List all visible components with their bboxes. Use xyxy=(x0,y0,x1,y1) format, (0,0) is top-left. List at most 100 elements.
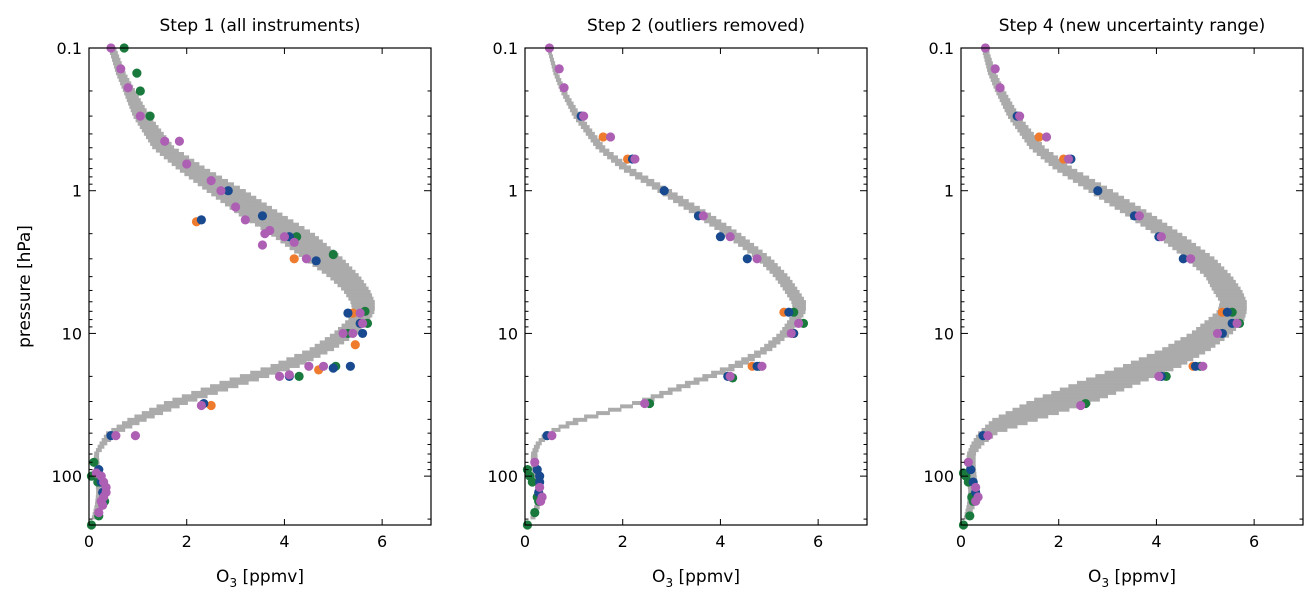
band-segment xyxy=(651,185,667,190)
x-tick-label: 2 xyxy=(1054,532,1064,551)
band-segment xyxy=(1135,219,1163,224)
uncertainty-band xyxy=(963,47,1247,520)
band-segment xyxy=(350,300,375,305)
band-segment xyxy=(550,61,556,66)
data-point-purple xyxy=(640,398,650,409)
band-segment xyxy=(112,61,122,66)
band-segment xyxy=(280,239,323,244)
band-segment xyxy=(635,175,649,180)
band-segment xyxy=(714,226,732,231)
data-point-purple xyxy=(971,496,981,506)
band-segment xyxy=(793,310,806,315)
band-segment xyxy=(784,323,797,328)
band-segment xyxy=(1006,111,1019,116)
band-segment xyxy=(1211,286,1241,291)
band-segment xyxy=(763,263,778,268)
band-segment xyxy=(1168,242,1197,247)
data-point-blue xyxy=(715,232,726,242)
data-point-purple xyxy=(971,482,981,493)
band-segment xyxy=(1168,343,1216,348)
band-segment xyxy=(557,81,563,86)
band-segment xyxy=(294,249,335,254)
data-point-purple xyxy=(536,496,546,506)
band-segment xyxy=(278,360,307,365)
band-segment xyxy=(229,377,259,382)
band-segment xyxy=(128,101,143,106)
band-segment xyxy=(775,276,791,281)
band-segment xyxy=(662,192,678,197)
band-segment xyxy=(351,303,375,308)
band-segment xyxy=(629,172,643,177)
chart-panel-1: 0 2 4 6 0.1 1 10 100 Step 1 (all instruments) O3 … xyxy=(15,16,432,590)
band-segment xyxy=(756,256,772,261)
band-segment xyxy=(982,51,990,56)
data-point-purple xyxy=(1063,154,1074,164)
data-point-purple xyxy=(1076,400,1086,411)
data-point-purple xyxy=(358,318,368,328)
data-point-purple xyxy=(1212,328,1223,339)
band-segment xyxy=(211,192,252,197)
band-segment xyxy=(1188,259,1218,264)
band-segment xyxy=(640,178,655,183)
band-segment xyxy=(784,289,800,294)
band-segment xyxy=(1113,367,1174,372)
band-segment xyxy=(1200,323,1240,328)
data-point-purple xyxy=(116,64,126,74)
band-segment xyxy=(91,515,96,520)
series-purple xyxy=(91,43,368,518)
chart-panel-3: 0 2 4 6 0.1 1 10 100 Step 4 (new uncertainty ran… xyxy=(923,16,1304,590)
band-segment xyxy=(673,199,689,204)
band-segment xyxy=(608,407,622,412)
series-orange xyxy=(191,217,360,411)
band-segment xyxy=(175,165,205,170)
band-segment xyxy=(97,444,105,449)
data-point-purple xyxy=(348,328,358,339)
band-segment xyxy=(309,347,335,352)
band-segment xyxy=(126,98,141,103)
data-point-purple xyxy=(182,159,192,169)
band-segment xyxy=(210,384,239,389)
band-segment xyxy=(260,226,305,231)
band-segment xyxy=(1029,145,1045,150)
band-segment xyxy=(1044,158,1063,163)
chart-title: Step 2 (outliers removed) xyxy=(587,16,805,36)
band-segment xyxy=(1196,326,1237,331)
band-segment xyxy=(1059,387,1125,392)
data-point-purple xyxy=(1156,232,1166,242)
band-segment xyxy=(985,61,993,66)
band-segment xyxy=(558,424,570,429)
band-segment xyxy=(719,229,737,234)
band-segment xyxy=(1185,256,1215,261)
band-segment xyxy=(94,505,103,510)
band-segment xyxy=(317,266,353,271)
band-segment xyxy=(286,357,314,362)
data-point-purple xyxy=(1134,211,1144,221)
band-segment xyxy=(260,367,290,372)
band-segment xyxy=(1109,202,1136,207)
band-segment xyxy=(985,424,1018,429)
band-segment xyxy=(141,411,164,416)
band-segment xyxy=(614,162,627,167)
x-axis-label-subscript: 3 xyxy=(1101,576,1109,590)
band-segment xyxy=(93,454,99,459)
band-segment xyxy=(583,128,593,133)
x-tick-label: 0 xyxy=(520,532,530,551)
band-segment xyxy=(551,427,561,432)
x-axis-label-subscript: 3 xyxy=(229,576,237,590)
band-segment xyxy=(1213,289,1243,294)
band-segment xyxy=(754,350,767,355)
band-segment xyxy=(769,269,785,274)
band-segment xyxy=(99,441,108,446)
data-point-green xyxy=(89,457,99,467)
band-segment xyxy=(779,330,793,335)
band-segment xyxy=(1203,273,1231,278)
data-point-purple xyxy=(1154,371,1164,381)
band-segment xyxy=(148,138,169,143)
band-segment xyxy=(324,337,350,342)
band-segment xyxy=(1057,168,1078,173)
band-segment xyxy=(1036,152,1054,156)
band-segment xyxy=(992,417,1038,422)
data-point-purple xyxy=(698,211,708,221)
data-point-blue xyxy=(345,361,355,371)
data-point-blue xyxy=(257,211,268,221)
